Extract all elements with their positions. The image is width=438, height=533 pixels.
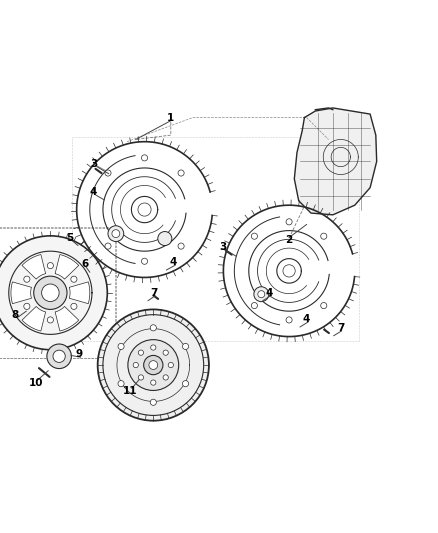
Circle shape <box>321 303 327 309</box>
Circle shape <box>71 276 77 282</box>
Circle shape <box>47 263 53 269</box>
Circle shape <box>149 361 158 369</box>
Polygon shape <box>55 306 79 331</box>
Circle shape <box>34 276 67 310</box>
Circle shape <box>183 343 189 350</box>
Polygon shape <box>11 282 32 304</box>
Circle shape <box>150 399 156 405</box>
Polygon shape <box>294 108 377 215</box>
Circle shape <box>144 356 163 375</box>
Polygon shape <box>55 255 79 279</box>
Text: 4: 4 <box>303 314 310 324</box>
Circle shape <box>141 258 148 264</box>
Text: 7: 7 <box>337 323 344 333</box>
Text: 6: 6 <box>81 260 88 269</box>
Text: 7: 7 <box>151 288 158 298</box>
Circle shape <box>158 231 172 246</box>
Text: 2: 2 <box>286 235 293 245</box>
Text: 9: 9 <box>75 349 82 359</box>
Circle shape <box>24 303 30 310</box>
Polygon shape <box>69 282 90 304</box>
Circle shape <box>103 314 204 415</box>
Text: 4: 4 <box>266 288 273 298</box>
Circle shape <box>118 343 124 350</box>
Circle shape <box>283 265 295 277</box>
Circle shape <box>138 350 144 356</box>
Circle shape <box>254 287 269 302</box>
Circle shape <box>105 243 111 249</box>
Circle shape <box>321 233 327 239</box>
Text: 10: 10 <box>28 377 43 387</box>
Circle shape <box>168 362 173 368</box>
Circle shape <box>251 233 258 239</box>
Circle shape <box>286 219 292 225</box>
Circle shape <box>178 243 184 249</box>
Circle shape <box>71 303 77 310</box>
Text: 3: 3 <box>220 242 227 252</box>
Circle shape <box>150 325 156 331</box>
Circle shape <box>183 381 189 387</box>
Circle shape <box>141 155 148 161</box>
Text: 4: 4 <box>170 257 177 267</box>
Circle shape <box>151 380 156 385</box>
Circle shape <box>138 375 144 380</box>
Circle shape <box>24 276 30 282</box>
Circle shape <box>47 317 53 323</box>
Circle shape <box>98 310 209 421</box>
Circle shape <box>105 170 111 176</box>
Polygon shape <box>22 255 46 279</box>
Circle shape <box>53 350 65 362</box>
Circle shape <box>108 226 124 241</box>
Circle shape <box>151 345 156 350</box>
Text: 8: 8 <box>12 310 19 320</box>
Circle shape <box>138 203 151 216</box>
Text: 4: 4 <box>90 187 97 197</box>
Circle shape <box>251 303 258 309</box>
Text: 1: 1 <box>167 112 174 123</box>
Circle shape <box>258 290 265 298</box>
Text: 11: 11 <box>123 386 138 397</box>
Circle shape <box>286 317 292 323</box>
Polygon shape <box>22 306 46 331</box>
Circle shape <box>128 340 179 391</box>
Circle shape <box>178 170 184 176</box>
Circle shape <box>163 375 168 380</box>
Circle shape <box>47 344 71 368</box>
Circle shape <box>42 284 59 302</box>
Circle shape <box>118 381 124 387</box>
Circle shape <box>133 362 138 368</box>
Text: 3: 3 <box>91 159 98 168</box>
Text: 5: 5 <box>67 233 74 243</box>
Circle shape <box>112 230 120 238</box>
Circle shape <box>163 350 168 356</box>
Circle shape <box>0 236 107 350</box>
